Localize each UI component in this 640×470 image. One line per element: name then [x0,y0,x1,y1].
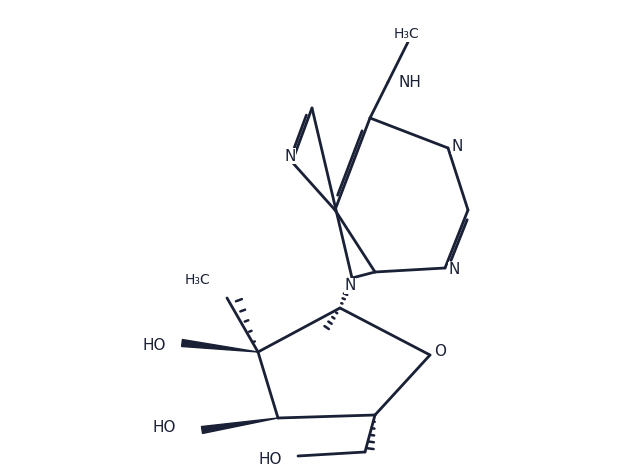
Polygon shape [202,418,278,433]
Text: HO: HO [152,421,176,436]
Text: NH: NH [398,75,421,89]
Text: N: N [284,149,296,164]
Text: H₃C: H₃C [184,273,210,287]
Text: HO: HO [259,453,282,468]
Text: N: N [448,263,460,277]
Text: N: N [451,139,463,154]
Polygon shape [182,339,258,352]
Text: H₃C: H₃C [393,27,419,41]
Text: HO: HO [143,338,166,353]
Text: N: N [344,279,356,293]
Text: O: O [434,344,446,359]
